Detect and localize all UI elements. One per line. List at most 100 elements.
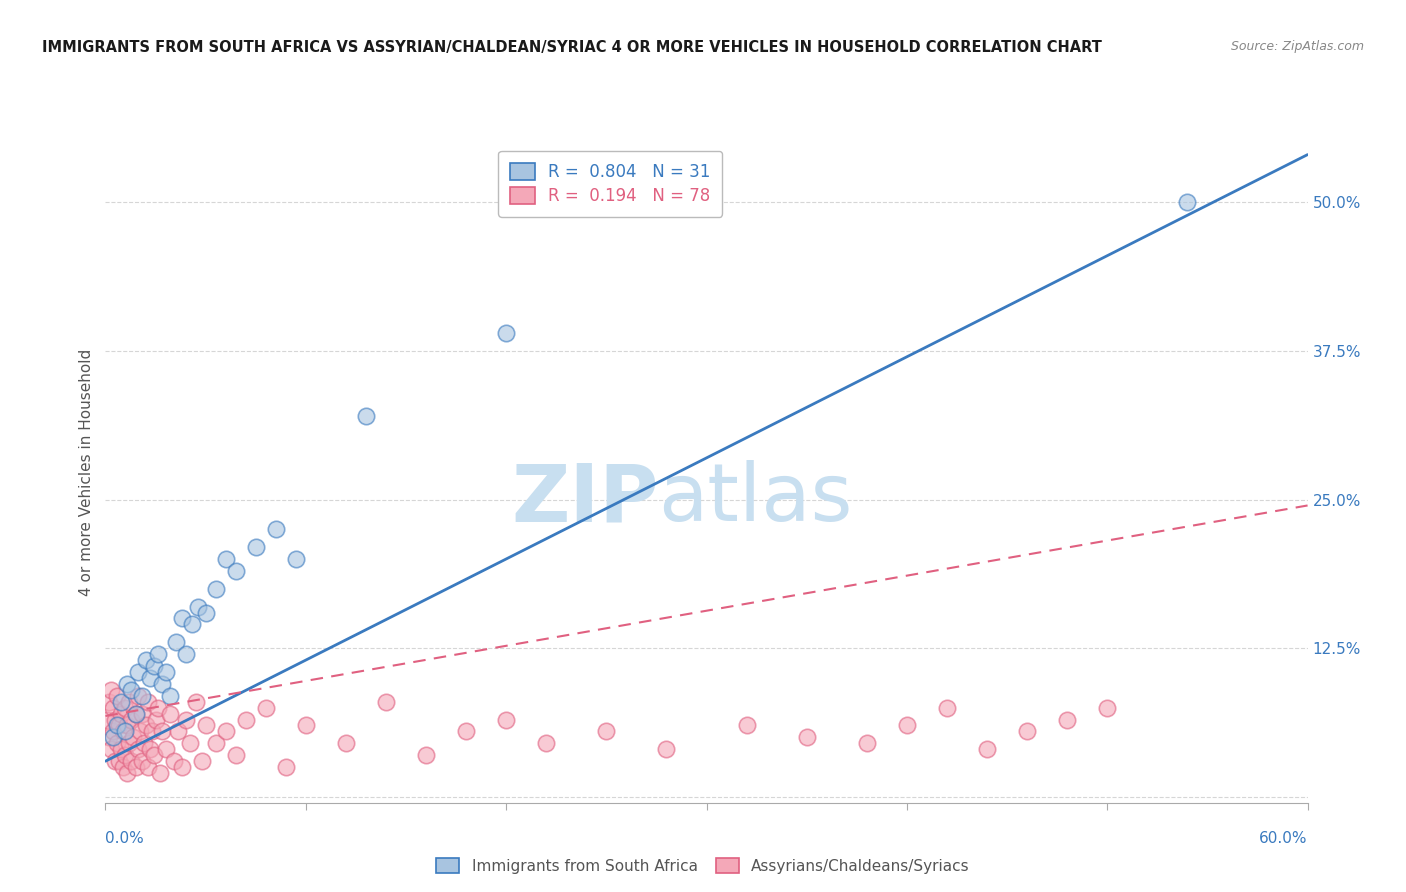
Point: [142, 659, 165, 673]
Point: [103, 724, 125, 739]
Point: [124, 706, 146, 721]
Point: [132, 736, 155, 750]
Text: Source: ZipAtlas.com: Source: ZipAtlas.com: [1230, 40, 1364, 54]
Point: [159, 706, 181, 721]
Point: [165, 635, 187, 649]
Point: [159, 689, 181, 703]
Point: [131, 689, 153, 703]
Point: [896, 718, 918, 732]
Point: [112, 724, 135, 739]
Point: [166, 724, 188, 739]
Point: [107, 718, 129, 732]
Point: [127, 742, 149, 756]
Point: [595, 724, 617, 739]
Point: [100, 682, 122, 697]
Point: [107, 736, 129, 750]
Point: [117, 677, 139, 691]
Point: [936, 700, 959, 714]
Point: [170, 611, 193, 625]
Point: [655, 742, 678, 756]
Text: IMMIGRANTS FROM SOUTH AFRICA VS ASSYRIAN/CHALDEAN/SYRIAC 4 OR MORE VEHICLES IN H: IMMIGRANTS FROM SOUTH AFRICA VS ASSYRIAN…: [42, 40, 1102, 55]
Point: [204, 736, 226, 750]
Point: [124, 760, 146, 774]
Point: [150, 677, 173, 691]
Point: [204, 582, 226, 596]
Point: [142, 748, 165, 763]
Point: [131, 706, 153, 721]
Point: [495, 713, 517, 727]
Point: [174, 647, 197, 661]
Point: [735, 718, 758, 732]
Point: [141, 724, 163, 739]
Point: [121, 754, 143, 768]
Point: [98, 731, 121, 745]
Point: [1097, 700, 1119, 714]
Point: [534, 736, 557, 750]
Point: [98, 695, 121, 709]
Point: [194, 718, 217, 732]
Text: 0.0%: 0.0%: [105, 831, 145, 846]
Point: [235, 713, 257, 727]
Point: [187, 599, 209, 614]
Point: [415, 748, 437, 763]
Point: [162, 754, 184, 768]
Point: [155, 665, 177, 679]
Point: [103, 731, 125, 745]
Point: [122, 731, 145, 745]
Point: [104, 713, 127, 727]
Point: [117, 718, 139, 732]
Point: [190, 754, 212, 768]
Point: [796, 731, 818, 745]
Point: [110, 706, 132, 721]
Point: [855, 736, 877, 750]
Point: [117, 766, 139, 780]
Legend: Immigrants from South Africa, Assyrians/Chaldeans/Syriacs: Immigrants from South Africa, Assyrians/…: [430, 852, 976, 880]
Point: [335, 736, 357, 750]
Point: [108, 754, 131, 768]
Point: [136, 695, 159, 709]
Point: [145, 713, 167, 727]
Point: [135, 653, 157, 667]
Point: [124, 706, 146, 721]
Point: [114, 748, 136, 763]
Point: [138, 742, 160, 756]
Point: [100, 742, 122, 756]
Point: [108, 718, 131, 732]
Point: [103, 700, 125, 714]
Point: [127, 689, 149, 703]
Point: [295, 718, 318, 732]
Point: [148, 766, 170, 780]
Legend: R =  0.804   N = 31, R =  0.194   N = 78: R = 0.804 N = 31, R = 0.194 N = 78: [498, 151, 723, 217]
Point: [1017, 724, 1039, 739]
Point: [112, 760, 135, 774]
Point: [225, 748, 247, 763]
Text: 60.0%: 60.0%: [1260, 831, 1308, 846]
Point: [194, 606, 217, 620]
Point: [150, 724, 173, 739]
Point: [138, 671, 160, 685]
Point: [131, 754, 153, 768]
Point: [107, 689, 129, 703]
Point: [184, 695, 207, 709]
Point: [245, 540, 267, 554]
Point: [146, 647, 169, 661]
Point: [374, 695, 398, 709]
Point: [454, 724, 477, 739]
Point: [110, 742, 132, 756]
Point: [354, 409, 377, 424]
Point: [114, 700, 136, 714]
Point: [1177, 195, 1199, 210]
Point: [114, 724, 136, 739]
Point: [118, 695, 141, 709]
Point: [254, 700, 277, 714]
Point: [274, 760, 297, 774]
Point: [96, 713, 118, 727]
Point: [104, 754, 127, 768]
Point: [128, 724, 150, 739]
Point: [136, 760, 159, 774]
Point: [118, 736, 141, 750]
Point: [284, 552, 307, 566]
Point: [174, 713, 197, 727]
Point: [110, 695, 132, 709]
Point: [179, 736, 201, 750]
